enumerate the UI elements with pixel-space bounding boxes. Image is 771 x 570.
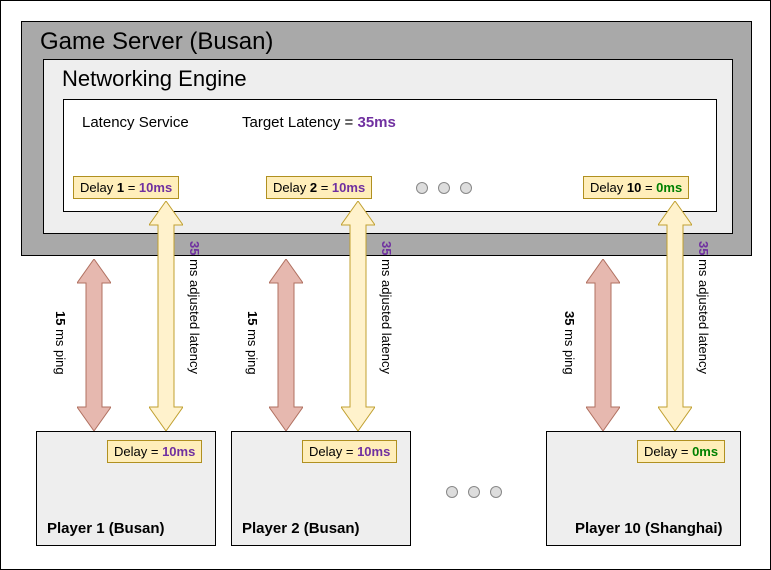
ping-suffix: ms ping [245, 325, 260, 374]
player-box-2: Delay = 10ms Player 2 (Busan) [231, 431, 411, 546]
delay-mid: = [124, 180, 139, 195]
pdelay-pre: Delay = [114, 444, 162, 459]
dot [460, 182, 472, 194]
pdelay-val: 10ms [357, 444, 390, 459]
ping-num: 35 [562, 311, 577, 325]
dot [490, 486, 502, 498]
target-latency-label: Target Latency = 35ms [242, 114, 396, 131]
target-latency-prefix: Target Latency = [242, 114, 358, 131]
pdelay-val: 10ms [162, 444, 195, 459]
ping-arrow-1 [77, 259, 111, 431]
ping-label-3: 35 ms ping [562, 311, 577, 375]
ping-label-1: 15 ms ping [53, 311, 68, 375]
ping-arrow-2 [269, 259, 303, 431]
ping-num: 15 [245, 311, 260, 325]
player-box-10: Delay = 0ms Player 10 (Shanghai) [546, 431, 741, 546]
delay-val: 10ms [139, 180, 172, 195]
delay-box-10: Delay 10 = 0ms [583, 176, 689, 199]
delay-num: 1 [117, 180, 124, 195]
adj-num: 35 [379, 241, 394, 255]
delay-pre: Delay [80, 180, 117, 195]
delay-mid: = [641, 180, 656, 195]
adj-num: 35 [187, 241, 202, 255]
player-name-2: Player 2 (Busan) [242, 520, 360, 537]
adjusted-arrow-2 [341, 201, 375, 431]
delay-num: 10 [627, 180, 641, 195]
dot [468, 486, 480, 498]
latency-service-title: Latency Service [82, 114, 189, 131]
player-name-1: Player 1 (Busan) [47, 520, 165, 537]
pdelay-pre: Delay = [644, 444, 692, 459]
ellipsis-dots-top [416, 182, 472, 194]
delay-val: 0ms [656, 180, 682, 195]
game-server-title: Game Server (Busan) [40, 28, 273, 56]
adjusted-arrow-3 [658, 201, 692, 431]
player-delay-10: Delay = 0ms [637, 440, 725, 463]
player-name-10: Player 10 (Shanghai) [575, 520, 723, 537]
pdelay-val: 0ms [692, 444, 718, 459]
delay-val: 10ms [332, 180, 365, 195]
player-delay-2: Delay = 10ms [302, 440, 397, 463]
dot [416, 182, 428, 194]
adj-suffix: ms adjusted latency [696, 255, 711, 374]
delay-box-1: Delay 1 = 10ms [73, 176, 179, 199]
pdelay-pre: Delay = [309, 444, 357, 459]
ping-label-2: 15 ms ping [245, 311, 260, 375]
ping-suffix: ms ping [562, 325, 577, 374]
adj-suffix: ms adjusted latency [379, 255, 394, 374]
player-delay-1: Delay = 10ms [107, 440, 202, 463]
adjusted-label-3: 35 ms adjusted latency [696, 241, 711, 374]
ping-suffix: ms ping [53, 325, 68, 374]
delay-pre: Delay [273, 180, 310, 195]
adjusted-label-2: 35 ms adjusted latency [379, 241, 394, 374]
delay-pre: Delay [590, 180, 627, 195]
delay-mid: = [317, 180, 332, 195]
dot [438, 182, 450, 194]
adj-num: 35 [696, 241, 711, 255]
dot [446, 486, 458, 498]
networking-engine-title: Networking Engine [62, 66, 247, 92]
delay-num: 2 [310, 180, 317, 195]
delay-box-2: Delay 2 = 10ms [266, 176, 372, 199]
adjusted-label-1: 35 ms adjusted latency [187, 241, 202, 374]
ping-arrow-3 [586, 259, 620, 431]
ellipsis-dots-bottom [446, 486, 502, 498]
diagram-canvas: Game Server (Busan) Networking Engine La… [0, 0, 771, 570]
adjusted-arrow-1 [149, 201, 183, 431]
adj-suffix: ms adjusted latency [187, 255, 202, 374]
target-latency-value: 35ms [358, 114, 396, 131]
ping-num: 15 [53, 311, 68, 325]
player-box-1: Delay = 10ms Player 1 (Busan) [36, 431, 216, 546]
